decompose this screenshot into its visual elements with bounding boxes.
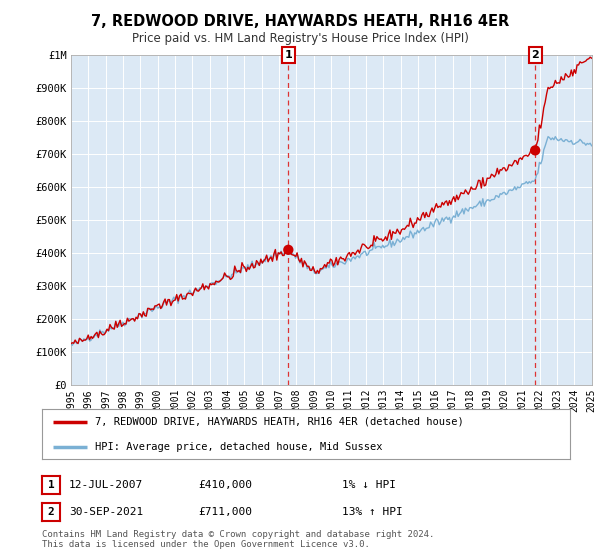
Text: HPI: Average price, detached house, Mid Sussex: HPI: Average price, detached house, Mid … — [95, 442, 382, 452]
Text: 13% ↑ HPI: 13% ↑ HPI — [342, 507, 403, 517]
Text: 1: 1 — [47, 480, 55, 490]
Text: £711,000: £711,000 — [198, 507, 252, 517]
Text: 1% ↓ HPI: 1% ↓ HPI — [342, 480, 396, 490]
Text: 1: 1 — [284, 50, 292, 60]
Text: Contains HM Land Registry data © Crown copyright and database right 2024.
This d: Contains HM Land Registry data © Crown c… — [42, 530, 434, 549]
Text: 2: 2 — [532, 50, 539, 60]
Text: Price paid vs. HM Land Registry's House Price Index (HPI): Price paid vs. HM Land Registry's House … — [131, 32, 469, 45]
Text: 7, REDWOOD DRIVE, HAYWARDS HEATH, RH16 4ER: 7, REDWOOD DRIVE, HAYWARDS HEATH, RH16 4… — [91, 14, 509, 29]
Text: 2: 2 — [47, 507, 55, 517]
Text: 7, REDWOOD DRIVE, HAYWARDS HEATH, RH16 4ER (detached house): 7, REDWOOD DRIVE, HAYWARDS HEATH, RH16 4… — [95, 417, 464, 427]
Text: 30-SEP-2021: 30-SEP-2021 — [69, 507, 143, 517]
Point — [530, 146, 540, 155]
Text: £410,000: £410,000 — [198, 480, 252, 490]
Point — [284, 245, 293, 254]
Text: 12-JUL-2007: 12-JUL-2007 — [69, 480, 143, 490]
